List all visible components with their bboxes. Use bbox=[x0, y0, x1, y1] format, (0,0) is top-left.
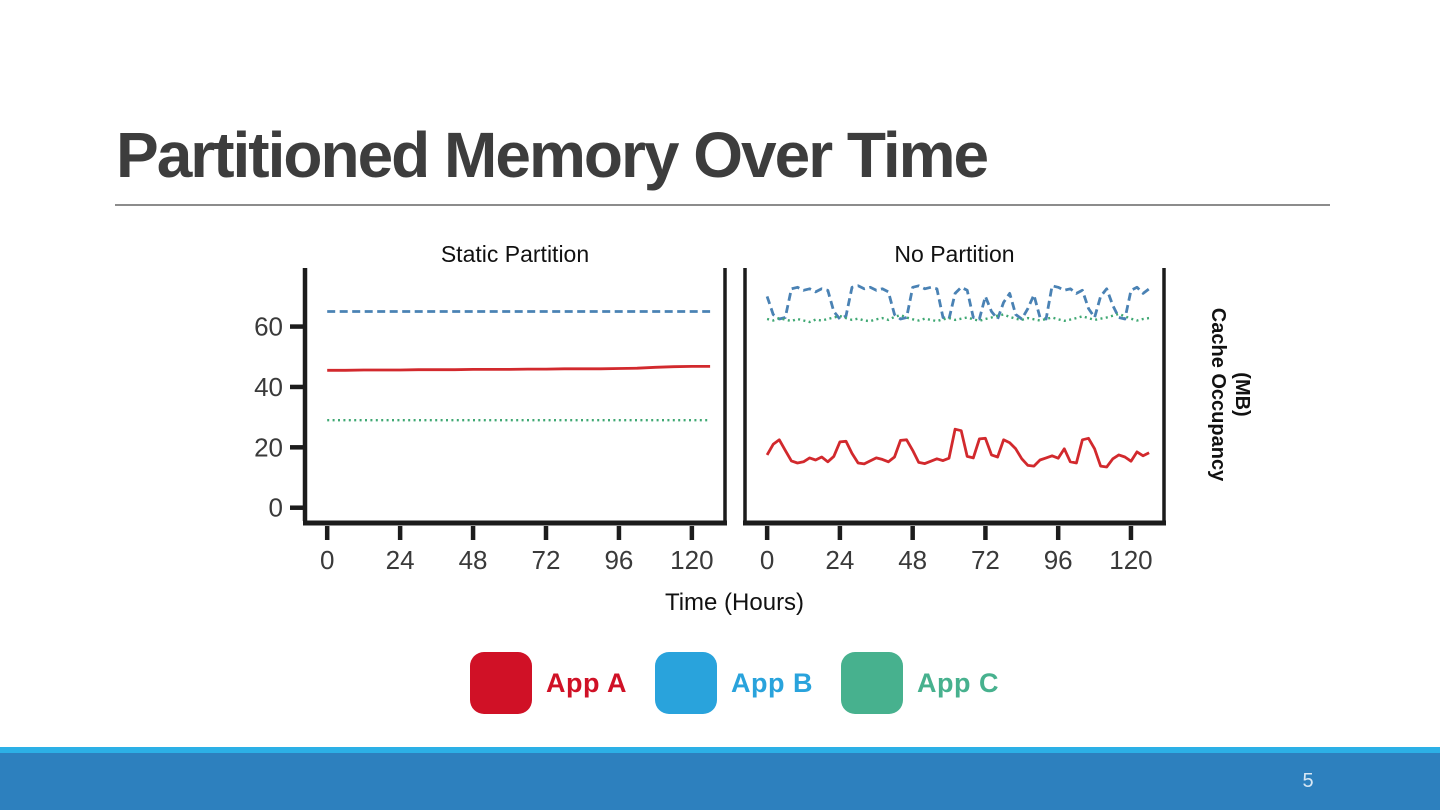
x-tick-label: 0 bbox=[760, 545, 774, 575]
slide-title: Partitioned Memory Over Time bbox=[116, 119, 989, 191]
y-axis-title-line1: Cache Occupancy bbox=[1207, 308, 1229, 482]
x-tick-label: 72 bbox=[971, 545, 1000, 575]
page-number: 5 bbox=[1302, 770, 1314, 792]
footer-accent-strip bbox=[0, 747, 1440, 753]
x-tick-label: 24 bbox=[386, 545, 415, 575]
x-tick-label: 0 bbox=[320, 545, 334, 575]
panel-no-partition: No Partition 0 24 48 72 96 120 bbox=[743, 241, 1166, 575]
panel-title-no-partition: No Partition bbox=[894, 241, 1014, 267]
panel-title-static-partition: Static Partition bbox=[441, 241, 589, 267]
y-tick-label: 0 bbox=[269, 493, 283, 523]
legend-item-app-b: App B bbox=[654, 652, 813, 714]
panel-static-partition: Static Partition 0 20 40 60 0 24 48 72 96 120 bbox=[254, 241, 727, 575]
series-app-b-line bbox=[765, 284, 1150, 321]
legend-label-app-a: App A bbox=[546, 667, 627, 698]
figure: Static Partition 0 20 40 60 0 24 48 72 96 120 No Pa… bbox=[230, 240, 1260, 640]
x-tick-label: 120 bbox=[670, 545, 713, 575]
legend-label-app-c: App C bbox=[916, 667, 999, 698]
x-tick-label: 96 bbox=[604, 545, 633, 575]
x-tick-label: 24 bbox=[825, 545, 854, 575]
y-tick-label: 20 bbox=[254, 432, 283, 462]
legend-item-app-a: App A bbox=[470, 652, 627, 714]
x-tick-label: 48 bbox=[459, 545, 488, 575]
series-app-a-line bbox=[765, 427, 1150, 469]
chart-legend: App A App B App C bbox=[470, 652, 999, 714]
legend-swatch-app-b bbox=[654, 652, 717, 714]
legend-label-app-b: App B bbox=[730, 667, 813, 698]
title-divider bbox=[115, 204, 1330, 206]
y-axis-title-line2: (MB) bbox=[1231, 372, 1253, 416]
y-tick-label: 60 bbox=[254, 312, 283, 342]
legend-swatch-app-c bbox=[840, 652, 903, 714]
legend-item-app-c: App C bbox=[840, 652, 999, 714]
footer-bar bbox=[0, 753, 1440, 810]
series-app-c-line bbox=[766, 312, 1150, 324]
y-tick-label: 40 bbox=[254, 372, 283, 402]
series-app-a-line bbox=[327, 365, 711, 372]
x-tick-label: 48 bbox=[898, 545, 927, 575]
x-axis-title: Time (Hours) bbox=[665, 589, 804, 616]
x-tick-label: 120 bbox=[1109, 545, 1152, 575]
x-tick-label: 72 bbox=[532, 545, 561, 575]
x-tick-label: 96 bbox=[1044, 545, 1073, 575]
legend-swatch-app-a bbox=[470, 652, 532, 714]
